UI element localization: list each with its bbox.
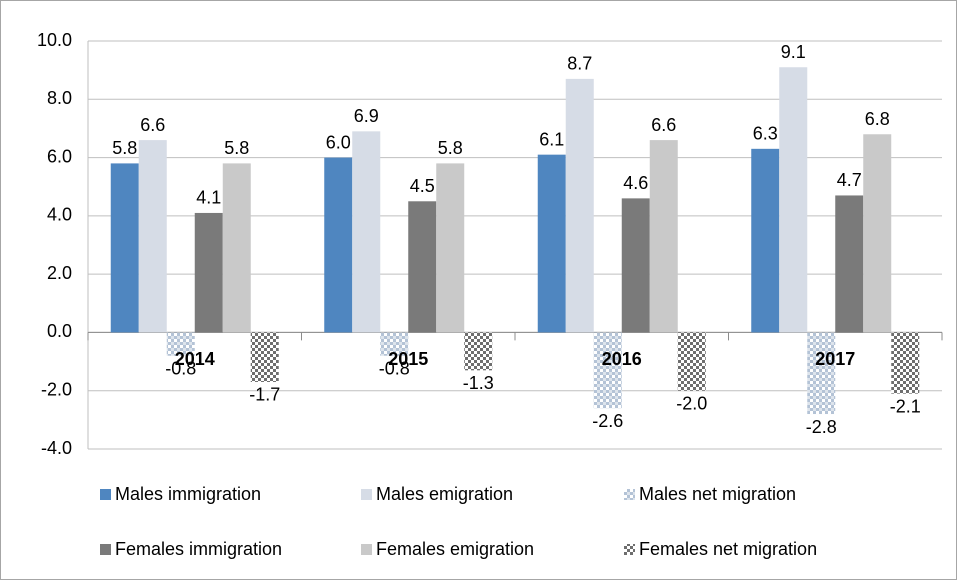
legend-label: Females emigration [376, 539, 534, 559]
bar [464, 332, 493, 371]
bar [436, 163, 465, 333]
data-label: 4.7 [837, 170, 862, 190]
bar [779, 67, 808, 333]
legend-label: Males net migration [639, 484, 796, 504]
bar [621, 198, 650, 333]
bar [138, 140, 167, 333]
data-label: -1.7 [249, 385, 280, 405]
legend-label: Males immigration [115, 484, 261, 504]
data-label: -2.1 [890, 396, 921, 416]
data-label: -0.8 [165, 358, 196, 378]
data-label: 6.3 [753, 124, 778, 144]
legend-swatch [361, 544, 372, 555]
bar [324, 157, 353, 333]
bar [222, 163, 251, 333]
y-tick-label: -2.0 [41, 379, 72, 399]
data-label: 6.9 [354, 106, 379, 126]
bar [380, 332, 409, 356]
y-tick-label: 2.0 [47, 263, 72, 283]
data-label: 6.6 [140, 115, 165, 135]
legend-swatch [624, 489, 635, 500]
data-label: 4.1 [196, 188, 221, 208]
legend-label: Females net migration [639, 539, 817, 559]
data-label: 9.1 [781, 42, 806, 62]
data-label: 6.0 [326, 132, 351, 152]
data-label: 4.5 [410, 176, 435, 196]
bar [537, 154, 566, 333]
data-label: 6.1 [539, 129, 564, 149]
legend-swatch [361, 489, 372, 500]
bar [408, 201, 437, 333]
data-label: -2.6 [592, 411, 623, 431]
data-label: 5.8 [438, 138, 463, 158]
legend-swatch [624, 544, 635, 555]
x-tick-label: 2015 [388, 349, 428, 369]
x-tick-label: 2016 [602, 349, 642, 369]
data-label: -0.8 [379, 358, 410, 378]
bar [110, 163, 139, 333]
x-tick-label: 2014 [175, 349, 215, 369]
y-tick-label: 6.0 [47, 146, 72, 166]
bar [593, 332, 622, 409]
legend-swatch [100, 489, 111, 500]
data-label: 6.6 [651, 115, 676, 135]
data-label: 5.8 [112, 138, 137, 158]
y-tick-label: -4.0 [41, 438, 72, 458]
bar [565, 78, 594, 333]
data-label: -2.0 [676, 393, 707, 413]
legend-label: Males emigration [376, 484, 513, 504]
bar [166, 332, 195, 356]
data-label: 4.6 [623, 173, 648, 193]
bar [194, 212, 223, 333]
y-tick-label: 10.0 [37, 30, 72, 50]
y-tick-label: 8.0 [47, 88, 72, 108]
data-label: 6.8 [865, 109, 890, 129]
bar [649, 140, 678, 333]
x-tick-label: 2017 [815, 349, 855, 369]
y-tick-label: 4.0 [47, 205, 72, 225]
y-tick-label: 0.0 [47, 321, 72, 341]
data-label: -2.8 [806, 417, 837, 437]
data-label: -1.3 [463, 373, 494, 393]
bar [807, 332, 836, 415]
bar [863, 134, 892, 333]
bar [891, 332, 920, 394]
bar [250, 332, 279, 382]
bar [751, 148, 780, 333]
legend-swatch [100, 544, 111, 555]
data-label: 8.7 [567, 54, 592, 74]
bar [352, 131, 381, 333]
bar [835, 195, 864, 333]
legend-label: Females immigration [115, 539, 282, 559]
data-label: 5.8 [224, 138, 249, 158]
bar [677, 332, 706, 391]
